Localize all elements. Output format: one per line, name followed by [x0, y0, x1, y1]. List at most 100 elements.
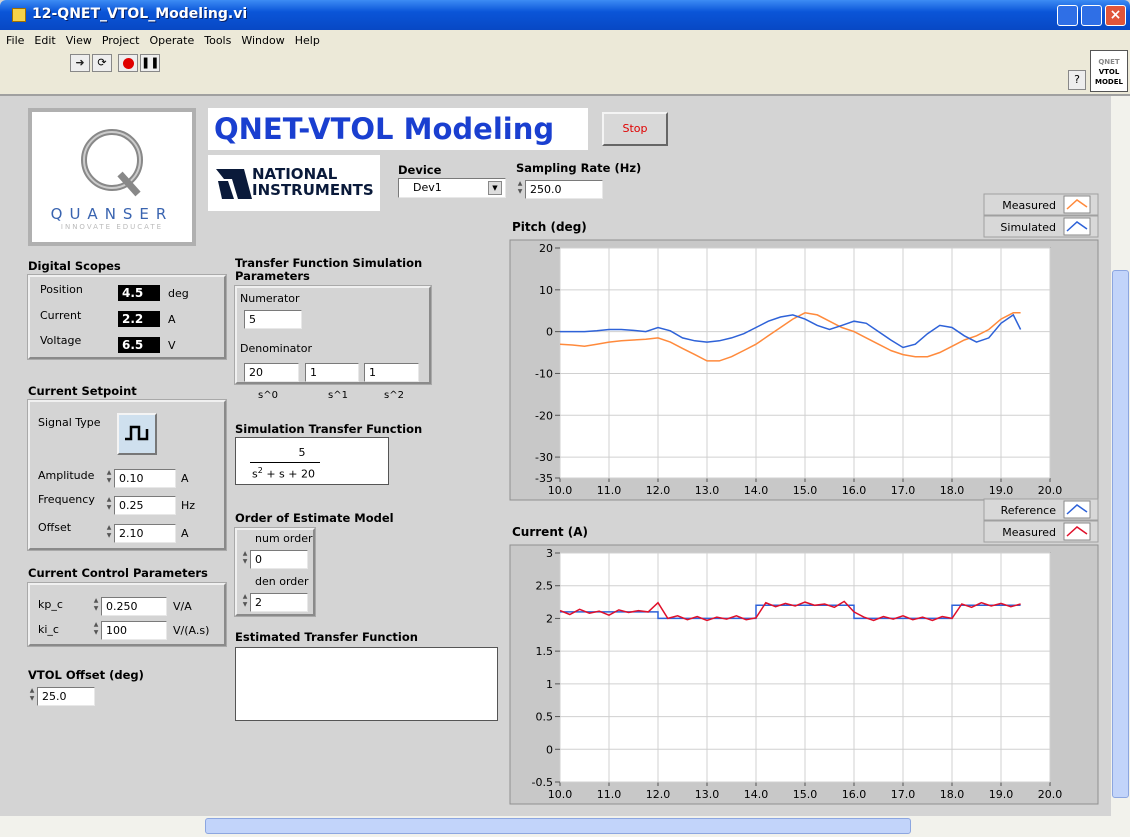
estimated-tf-display	[235, 647, 498, 721]
spinner[interactable]: ▲ ▼	[106, 469, 112, 484]
x-tick-label: 11.0	[597, 788, 622, 801]
device-select[interactable]: Dev1	[398, 178, 506, 198]
tf-rest: + s + 20	[266, 467, 315, 481]
x-tick-label: 12.0	[646, 484, 671, 497]
menu-item[interactable]: File	[6, 34, 25, 47]
power-label: s^0	[258, 390, 278, 401]
menu-item[interactable]: Window	[241, 34, 285, 47]
setpoint-field[interactable]: 0.25	[114, 496, 176, 515]
legend-line	[1066, 526, 1088, 537]
menu-item[interactable]: Operate	[149, 34, 195, 47]
denominator-field[interactable]: 20	[244, 363, 299, 382]
denominator-label: Denominator	[240, 342, 312, 355]
scope-value: 6.5	[118, 337, 160, 353]
sampling-rate-field[interactable]: 250.0	[525, 180, 603, 199]
run-button[interactable]: ➜	[70, 54, 90, 72]
y-tick-label: -30	[535, 451, 553, 464]
sim-tf-display	[235, 437, 389, 485]
section-title: Transfer Function Simulation Parameters	[235, 256, 423, 283]
dropdown-arrow[interactable]: ▼	[488, 181, 502, 195]
menu-item[interactable]: Edit	[34, 34, 56, 47]
menu-item[interactable]: Help	[294, 34, 320, 47]
section-title: Current Control Parameters	[28, 566, 208, 580]
param-field[interactable]: 100	[101, 621, 167, 640]
section-title: Simulation Transfer Function	[235, 422, 423, 436]
device-label: Device	[398, 163, 442, 177]
help-button[interactable]: ?	[1068, 70, 1086, 90]
denominator-field[interactable]: 1	[305, 363, 359, 382]
scope-unit: deg	[168, 287, 189, 300]
maximize-button[interactable]	[1081, 5, 1102, 26]
spinner[interactable]: ▲ ▼	[93, 597, 99, 612]
quanser-logo: QUANSER INNOVATE EDUCATE	[28, 108, 196, 246]
y-tick-label: 1.5	[536, 645, 554, 658]
denominator-field[interactable]: 1	[364, 363, 419, 382]
section-title: VTOL Offset (deg)	[28, 668, 144, 682]
scope-unit: A	[168, 313, 176, 326]
scope-value: 4.5	[118, 285, 160, 301]
spinner[interactable]: ▲ ▼	[106, 496, 112, 511]
close-button[interactable]: ×	[1105, 5, 1126, 26]
x-tick-label: 20.0	[1038, 788, 1063, 801]
sampling-rate-label: Sampling Rate (Hz)	[516, 161, 642, 175]
order-field[interactable]: 0	[250, 550, 308, 569]
stop-button[interactable]: Stop	[602, 112, 668, 146]
x-tick-label: 16.0	[842, 484, 867, 497]
logo-mark	[81, 129, 143, 197]
menu: File Edit View Project Operate Tools Window Hel…	[6, 34, 320, 47]
fraction-line	[250, 462, 320, 463]
y-tick-label: 0	[546, 326, 553, 339]
x-tick-label: 10.0	[548, 484, 573, 497]
series-line	[559, 312, 1021, 362]
setpoint-field[interactable]: 2.10	[114, 524, 176, 543]
minimize-button[interactable]	[1057, 5, 1078, 26]
setpoint-label: Amplitude	[38, 469, 95, 482]
menu-item[interactable]: View	[65, 34, 92, 47]
numerator-field[interactable]: 5	[244, 310, 302, 329]
spinner[interactable]: ▲ ▼	[242, 593, 248, 608]
scope-label: Current	[40, 309, 82, 322]
legend-line	[1066, 504, 1088, 515]
pause-button[interactable]: ❚❚	[140, 54, 160, 72]
icon-text: QNET	[1098, 58, 1120, 66]
icon-text: VTOL	[1098, 68, 1120, 76]
x-tick-label: 12.0	[646, 788, 671, 801]
spinner[interactable]: ▲ ▼	[517, 180, 523, 195]
signal-type-button[interactable]	[117, 413, 157, 455]
menu-item[interactable]: Project	[101, 34, 140, 47]
legend-label: Simulated	[1000, 221, 1056, 234]
param-field[interactable]: 0.250	[101, 597, 167, 616]
window-title: 12-QNET_VTOL_Modeling.vi	[32, 6, 248, 22]
chart-title: Current (A)	[512, 525, 588, 539]
legend-label: Measured	[1002, 526, 1056, 539]
series-line	[560, 313, 1022, 349]
y-tick-label: 2.5	[536, 580, 554, 593]
vtol-offset-field[interactable]: 25.0	[37, 687, 95, 706]
setpoint-field[interactable]: 0.10	[114, 469, 176, 488]
scroll-thumb[interactable]	[1112, 270, 1129, 798]
param-unit: V/A	[173, 600, 192, 613]
scroll-thumb[interactable]	[205, 818, 911, 834]
ni-text: NATIONAL	[252, 165, 338, 183]
power-label: s^2	[384, 390, 404, 401]
param-unit: V/(A.s)	[173, 624, 210, 637]
order-field[interactable]: 2	[250, 593, 308, 612]
run-continuous-button[interactable]: ⟳	[92, 54, 112, 72]
menu-item[interactable]: Tools	[204, 34, 232, 47]
tf-exp: 2	[257, 466, 263, 475]
spinner[interactable]: ▲ ▼	[93, 621, 99, 636]
spinner[interactable]: ▲ ▼	[106, 524, 112, 539]
scope-value: 2.2	[118, 311, 160, 327]
tf-var: s	[252, 467, 258, 481]
spinner[interactable]: ▲ ▼	[29, 687, 35, 702]
tf-numerator: 5	[298, 446, 306, 459]
x-tick-label: 18.0	[940, 484, 965, 497]
signal-type-label: Signal Type	[38, 416, 101, 429]
abort-button[interactable]	[118, 54, 138, 72]
x-tick-label: 19.0	[989, 788, 1014, 801]
x-tick-label: 20.0	[1038, 484, 1063, 497]
y-tick-label: 10	[539, 284, 553, 297]
spinner[interactable]: ▲ ▼	[242, 550, 248, 565]
power-label: s^1	[328, 390, 348, 401]
series-line	[559, 600, 1021, 622]
